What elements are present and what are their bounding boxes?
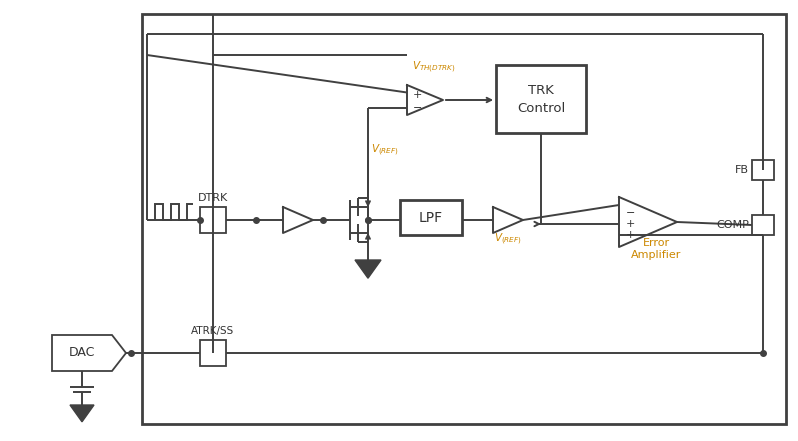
Text: +: + bbox=[413, 90, 422, 100]
Bar bbox=[200, 340, 226, 366]
Text: $V_{TH(DTRK)}$: $V_{TH(DTRK)}$ bbox=[412, 60, 456, 75]
Polygon shape bbox=[70, 405, 94, 422]
Text: −: − bbox=[626, 208, 635, 218]
Text: Error
Amplifier: Error Amplifier bbox=[630, 238, 681, 260]
Bar bbox=[752, 215, 774, 235]
Text: LPF: LPF bbox=[419, 210, 443, 224]
Bar bbox=[200, 207, 226, 233]
Text: $V_{(REF)}$: $V_{(REF)}$ bbox=[494, 231, 522, 247]
Text: TRK
Control: TRK Control bbox=[517, 83, 565, 115]
Text: DTRK: DTRK bbox=[198, 193, 228, 203]
Text: +: + bbox=[626, 219, 635, 229]
Text: DAC: DAC bbox=[69, 347, 95, 359]
Bar bbox=[142, 14, 786, 424]
Text: ATRK/SS: ATRK/SS bbox=[192, 326, 235, 336]
Bar bbox=[496, 65, 586, 133]
Polygon shape bbox=[52, 335, 126, 371]
Text: +: + bbox=[626, 230, 635, 240]
Text: COMP: COMP bbox=[716, 220, 749, 230]
Text: −: − bbox=[413, 103, 422, 113]
Text: $V_{(REF)}$: $V_{(REF)}$ bbox=[371, 142, 399, 158]
Bar bbox=[400, 200, 462, 235]
Text: FB: FB bbox=[735, 165, 749, 175]
Bar bbox=[752, 160, 774, 180]
Polygon shape bbox=[355, 260, 381, 278]
